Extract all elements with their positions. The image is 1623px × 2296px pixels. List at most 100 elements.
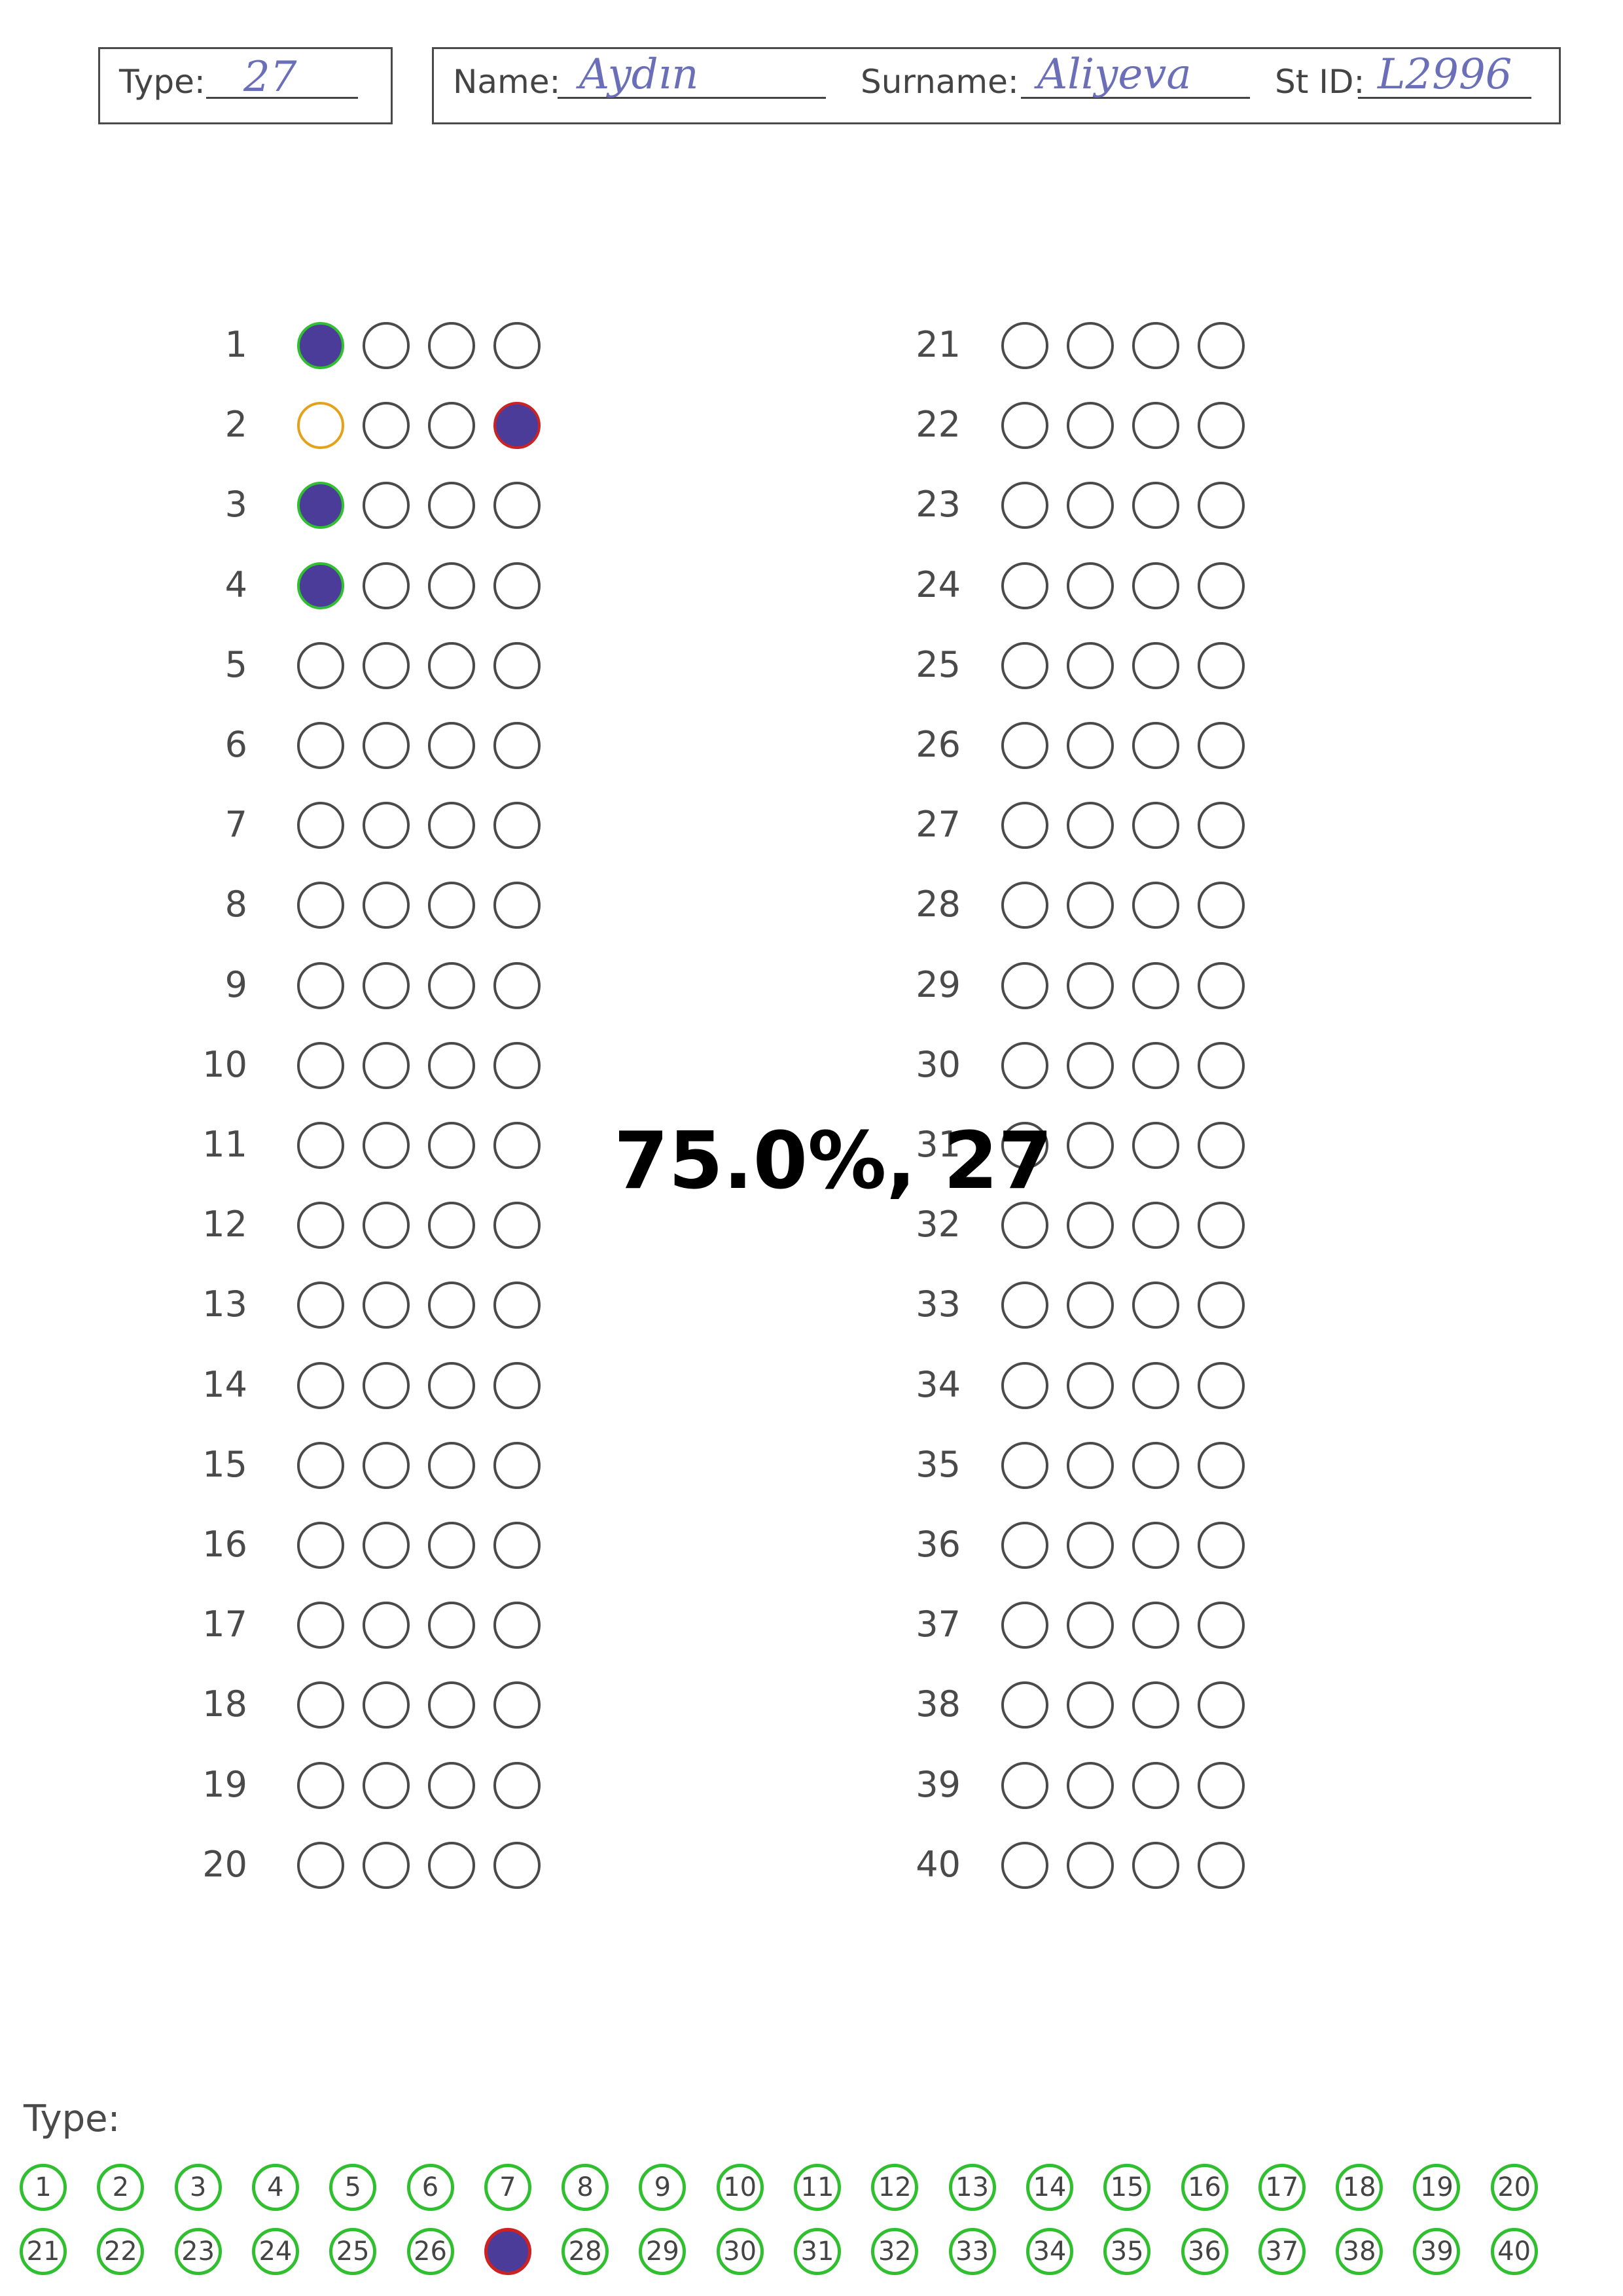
answer-bubble[interactable] (1001, 1122, 1048, 1169)
answer-bubble[interactable] (1001, 1202, 1048, 1249)
answer-bubble[interactable] (1198, 1441, 1245, 1489)
answer-bubble[interactable] (493, 1602, 541, 1649)
answer-bubble[interactable] (1198, 402, 1245, 450)
type-option-bubble[interactable]: 2 (97, 2164, 145, 2211)
type-option-bubble[interactable]: 21 (20, 2228, 67, 2275)
type-option-bubble[interactable]: 18 (1336, 2164, 1383, 2211)
answer-bubble[interactable] (363, 1041, 410, 1089)
answer-bubble[interactable] (1067, 802, 1114, 850)
answer-bubble[interactable] (1067, 1522, 1114, 1569)
answer-bubble[interactable] (297, 1122, 344, 1169)
answer-bubble[interactable] (1067, 882, 1114, 929)
answer-bubble[interactable] (1067, 1841, 1114, 1889)
answer-bubble[interactable] (1067, 641, 1114, 689)
answer-bubble[interactable] (1132, 1681, 1179, 1729)
answer-bubble[interactable] (493, 1041, 541, 1089)
answer-bubble[interactable] (493, 322, 541, 369)
answer-bubble[interactable] (363, 1122, 410, 1169)
answer-bubble[interactable] (428, 1841, 475, 1889)
type-option-bubble[interactable]: 20 (1490, 2164, 1538, 2211)
answer-bubble[interactable] (297, 1681, 344, 1729)
answer-bubble[interactable] (1001, 562, 1048, 609)
answer-bubble[interactable] (493, 882, 541, 929)
answer-bubble[interactable] (1132, 1602, 1179, 1649)
type-option-bubble[interactable]: 33 (948, 2228, 996, 2275)
type-option-bubble[interactable]: 12 (871, 2164, 919, 2211)
type-option-bubble[interactable]: 1 (20, 2164, 67, 2211)
answer-bubble[interactable] (493, 1122, 541, 1169)
answer-bubble[interactable] (428, 1761, 475, 1809)
answer-bubble[interactable] (493, 961, 541, 1009)
answer-bubble[interactable] (428, 722, 475, 769)
answer-bubble[interactable] (1198, 802, 1245, 850)
answer-bubble[interactable] (363, 802, 410, 850)
answer-bubble[interactable] (493, 482, 541, 529)
type-option-bubble[interactable]: 6 (406, 2164, 454, 2211)
type-option-bubble[interactable]: 3 (174, 2164, 222, 2211)
answer-bubble[interactable] (1198, 722, 1245, 769)
answer-bubble[interactable] (493, 562, 541, 609)
answer-bubble[interactable] (297, 1441, 344, 1489)
answer-bubble[interactable] (428, 1602, 475, 1649)
answer-bubble[interactable] (297, 1041, 344, 1089)
answer-bubble[interactable] (297, 1522, 344, 1569)
answer-bubble[interactable] (493, 1681, 541, 1729)
answer-bubble[interactable] (297, 1282, 344, 1329)
answer-bubble[interactable] (1001, 802, 1048, 850)
answer-bubble[interactable] (428, 1681, 475, 1729)
answer-bubble[interactable] (1198, 882, 1245, 929)
answer-bubble[interactable] (428, 1441, 475, 1489)
answer-bubble[interactable] (1132, 322, 1179, 369)
answer-bubble[interactable] (1198, 322, 1245, 369)
answer-bubble[interactable] (297, 482, 344, 529)
answer-bubble[interactable] (363, 1761, 410, 1809)
answer-bubble[interactable] (1198, 1522, 1245, 1569)
answer-bubble[interactable] (1001, 1602, 1048, 1649)
answer-bubble[interactable] (363, 482, 410, 529)
type-option-bubble[interactable]: 35 (1103, 2228, 1151, 2275)
type-option-bubble[interactable]: 39 (1413, 2228, 1461, 2275)
type-option-bubble[interactable]: 22 (97, 2228, 145, 2275)
answer-bubble[interactable] (363, 1282, 410, 1329)
type-option-bubble[interactable]: 28 (562, 2228, 609, 2275)
answer-bubble[interactable] (363, 641, 410, 689)
answer-bubble[interactable] (1067, 1681, 1114, 1729)
answer-bubble[interactable] (493, 1441, 541, 1489)
answer-bubble[interactable] (493, 402, 541, 450)
answer-bubble[interactable] (297, 1761, 344, 1809)
type-option-bubble[interactable]: 24 (251, 2228, 299, 2275)
answer-bubble[interactable] (1132, 1041, 1179, 1089)
answer-bubble[interactable] (1067, 322, 1114, 369)
type-option-bubble[interactable]: 9 (639, 2164, 687, 2211)
type-option-bubble[interactable]: 37 (1258, 2228, 1306, 2275)
answer-bubble[interactable] (1067, 1361, 1114, 1409)
answer-bubble[interactable] (428, 961, 475, 1009)
answer-bubble[interactable] (428, 482, 475, 529)
answer-bubble[interactable] (363, 1602, 410, 1649)
type-option-bubble[interactable]: 5 (329, 2164, 377, 2211)
answer-bubble[interactable] (1132, 402, 1179, 450)
answer-bubble[interactable] (428, 1041, 475, 1089)
answer-bubble[interactable] (297, 882, 344, 929)
answer-bubble[interactable] (297, 322, 344, 369)
answer-bubble[interactable] (297, 641, 344, 689)
answer-bubble[interactable] (428, 1282, 475, 1329)
answer-bubble[interactable] (363, 961, 410, 1009)
answer-bubble[interactable] (363, 562, 410, 609)
answer-bubble[interactable] (1067, 482, 1114, 529)
answer-bubble[interactable] (1132, 1282, 1179, 1329)
answer-bubble[interactable] (363, 1522, 410, 1569)
answer-bubble[interactable] (1198, 562, 1245, 609)
type-option-bubble[interactable]: 16 (1181, 2164, 1228, 2211)
answer-bubble[interactable] (1132, 1761, 1179, 1809)
answer-bubble[interactable] (1198, 641, 1245, 689)
answer-bubble[interactable] (363, 1841, 410, 1889)
answer-bubble[interactable] (1067, 402, 1114, 450)
answer-bubble[interactable] (1001, 1361, 1048, 1409)
answer-bubble[interactable] (1198, 482, 1245, 529)
answer-bubble[interactable] (1132, 1122, 1179, 1169)
answer-bubble[interactable] (297, 1361, 344, 1409)
answer-bubble[interactable] (1001, 1441, 1048, 1489)
answer-bubble[interactable] (1001, 1841, 1048, 1889)
answer-bubble[interactable] (1198, 1681, 1245, 1729)
